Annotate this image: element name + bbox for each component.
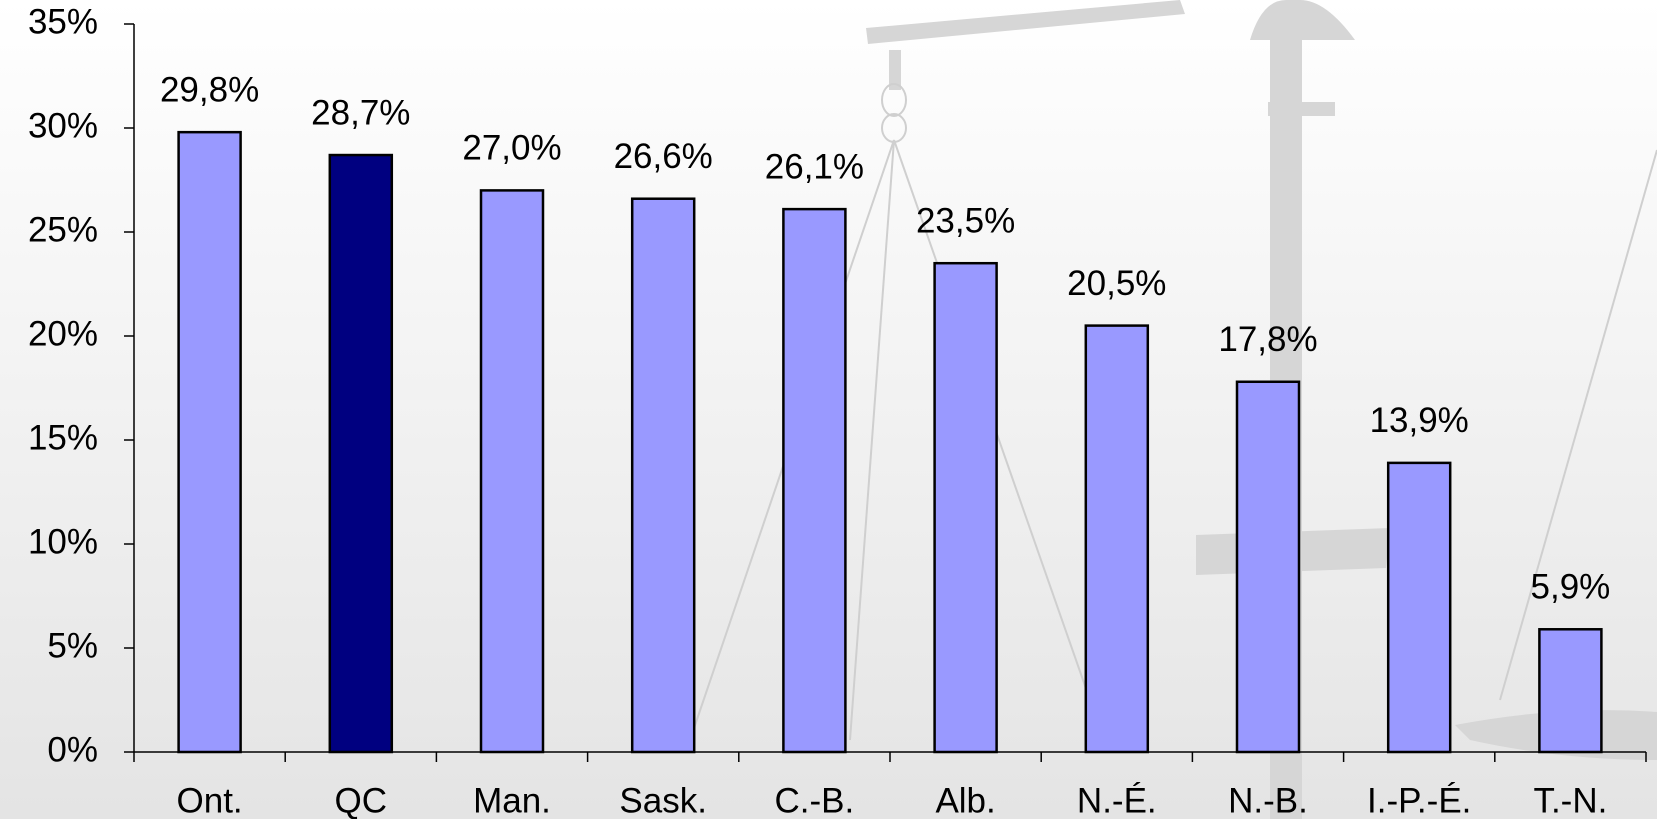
x-tick-label: Ont.: [177, 781, 243, 819]
x-tick-label: N.-É.: [1077, 781, 1157, 819]
bar: [1237, 382, 1299, 752]
bar: [179, 132, 241, 752]
x-tick-label: I.-P.-É.: [1367, 781, 1471, 819]
y-tick-label: 30%: [28, 106, 98, 145]
y-tick-label: 0%: [47, 730, 98, 769]
value-label: 28,7%: [311, 93, 410, 132]
x-tick-label: QC: [335, 781, 388, 819]
x-tick-label: T.-N.: [1533, 781, 1607, 819]
x-tick-label: Alb.: [935, 781, 995, 819]
x-tick-label: C.-B.: [775, 781, 855, 819]
bar: [935, 263, 997, 752]
bar: [783, 209, 845, 752]
x-tick-label: Man.: [473, 781, 551, 819]
value-label: 27,0%: [462, 129, 561, 168]
x-tick-label: N.-B.: [1228, 781, 1308, 819]
bar: [481, 190, 543, 752]
y-tick-label: 15%: [28, 418, 98, 457]
value-label: 23,5%: [916, 201, 1015, 240]
y-tick-label: 20%: [28, 314, 98, 353]
chart: 0% 5% 10% 15% 20% 25% 30% 35% Ont. 29,8% QC 28,7% Ma…: [0, 0, 1657, 819]
value-label: 26,6%: [614, 137, 713, 176]
bar: [330, 155, 392, 752]
bar: [1086, 326, 1148, 752]
value-label: 26,1%: [765, 147, 864, 186]
bar: [1388, 463, 1450, 752]
x-tick-label: Sask.: [619, 781, 707, 819]
value-label: 20,5%: [1067, 264, 1166, 303]
value-label: 29,8%: [160, 70, 259, 109]
y-tick-label: 5%: [47, 626, 98, 665]
value-label: 13,9%: [1370, 401, 1469, 440]
page: 0% 5% 10% 15% 20% 25% 30% 35% Ont. 29,8% QC 28,7% Ma…: [0, 0, 1657, 819]
y-tick-label: 25%: [28, 210, 98, 249]
value-label: 5,9%: [1531, 568, 1611, 607]
y-tick-label: 35%: [28, 2, 98, 41]
bar: [1539, 629, 1601, 752]
value-label: 17,8%: [1218, 320, 1317, 359]
bar: [632, 199, 694, 752]
y-tick-label: 10%: [28, 522, 98, 561]
